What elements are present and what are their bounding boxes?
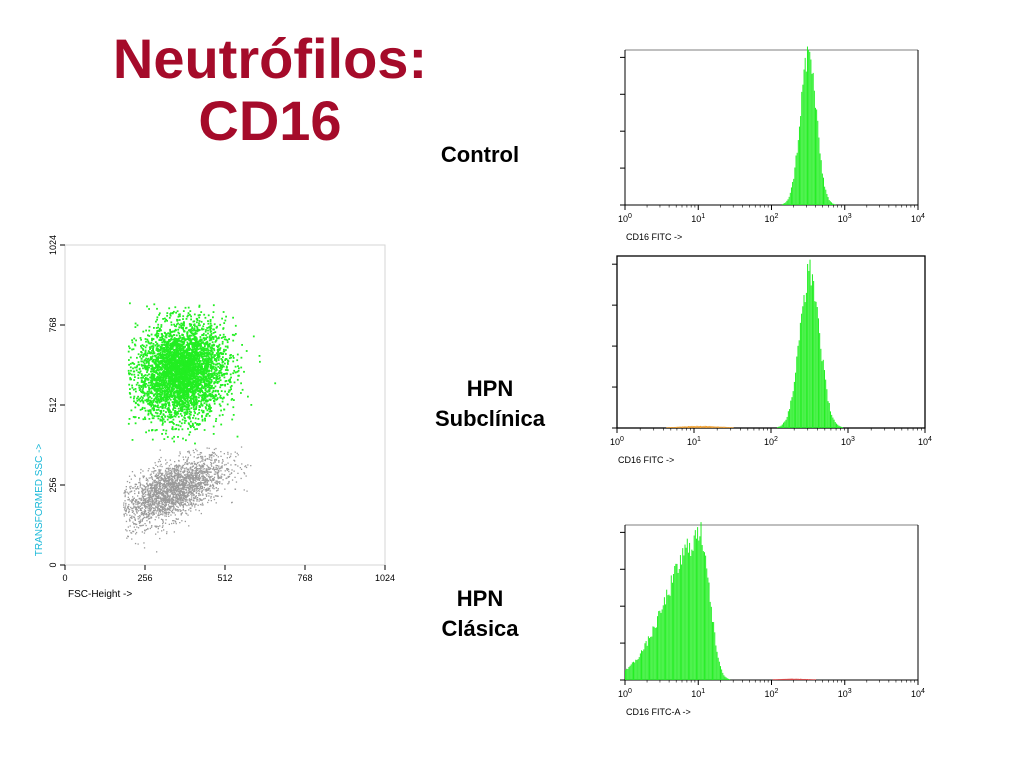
dot-plot-y-tick-label: 256 bbox=[48, 477, 58, 492]
dot-plot-y-tick-label: 1024 bbox=[48, 235, 58, 255]
histogram-hpn-clasica-x-axis-label: CD16 FITC-A -> bbox=[626, 707, 691, 717]
histogram-hpn-subclinica-x-tick-label: 101 bbox=[687, 436, 701, 447]
dot-plot-frame bbox=[64, 244, 386, 566]
dot-plot-x-tick-label: 256 bbox=[137, 573, 152, 583]
histogram-hpn-subclinica-x-axis-label: CD16 FITC -> bbox=[618, 455, 674, 465]
histogram-control-x-tick-label: 102 bbox=[765, 213, 779, 224]
dot-plot-y-tick-label: 768 bbox=[48, 317, 58, 332]
histogram-hpn-subclinica-series-1 bbox=[666, 425, 734, 428]
dot-plot-x-tick-label: 1024 bbox=[375, 573, 395, 583]
histogram-hpn-subclinica-x-tick-label: 103 bbox=[841, 436, 855, 447]
label-hpn-clasica: HPN Clásica bbox=[410, 584, 550, 644]
dot-plot: 0 256 512 768 1024 0 256 512 768 1024 FSC-Height -… bbox=[34, 235, 395, 600]
dot-plot-events bbox=[123, 302, 277, 553]
histogram-hpn-clasica-series-0 bbox=[625, 522, 731, 680]
histogram-hpn-subclinica: 100 101 102 103 104 CD16 FITC -> bbox=[610, 255, 932, 465]
label-control: Control bbox=[440, 142, 520, 167]
histogram-control-x-tick-label: 103 bbox=[838, 213, 852, 224]
histogram-hpn-subclinica-x-tick-label: 104 bbox=[918, 436, 932, 447]
dot-plot-y-tick-label: 512 bbox=[48, 397, 58, 412]
histogram-hpn-clasica: 100 101 102 103 104 CD16 FITC-A -> bbox=[618, 522, 925, 717]
histogram-hpn-clasica-x-tick-label: 100 bbox=[618, 688, 632, 699]
dot-plot-x-tick-label: 768 bbox=[297, 573, 312, 583]
histogram-hpn-clasica-x-tick-label: 102 bbox=[765, 688, 779, 699]
label-hpn-subclinica-line-2: Subclínica bbox=[434, 406, 546, 431]
histogram-hpn-clasica-x-tick-label: 101 bbox=[691, 688, 705, 699]
histogram-hpn-subclinica-frame bbox=[616, 255, 926, 429]
label-hpn-subclinica: HPN Subclínica bbox=[410, 374, 570, 434]
dot-plot-y-axis-label: TRANSFORMED SSC -> bbox=[34, 444, 45, 557]
label-hpn-subclinica-line-1: HPN bbox=[466, 376, 514, 401]
histogram-control-x-axis-label: CD16 FITC -> bbox=[626, 232, 682, 242]
title-line-2: CD16 bbox=[198, 89, 342, 152]
label-hpn-clasica-line-1: HPN bbox=[456, 586, 504, 611]
histogram-hpn-clasica-x-tick-label: 103 bbox=[838, 688, 852, 699]
histogram-control-x-tick-label: 100 bbox=[618, 213, 632, 224]
dot-plot-x-tick-label: 512 bbox=[217, 573, 232, 583]
histogram-hpn-subclinica-series-0 bbox=[777, 259, 844, 428]
histogram-hpn-subclinica-x-tick-label: 100 bbox=[610, 436, 624, 447]
dot-plot-x-tick-label: 0 bbox=[62, 573, 67, 583]
label-hpn-clasica-line-2: Clásica bbox=[441, 616, 519, 641]
population-other bbox=[123, 446, 252, 553]
histogram-hpn-clasica-series-1 bbox=[772, 678, 816, 680]
histogram-control-x-tick-label: 101 bbox=[691, 213, 705, 224]
histogram-hpn-clasica-x-tick-label: 104 bbox=[911, 688, 925, 699]
dot-plot-x-axis-label: FSC-Height -> bbox=[68, 589, 132, 600]
histogram-control-series-0 bbox=[781, 46, 836, 206]
dot-plot-y-tick-label: 0 bbox=[48, 562, 58, 567]
slide-title: Neutrófilos: CD16 bbox=[60, 28, 480, 152]
histogram-control-x-tick-label: 104 bbox=[911, 213, 925, 224]
title-line-1: Neutrófilos: bbox=[112, 27, 428, 90]
histogram-control: 100 101 102 103 104 CD16 FITC -> bbox=[618, 46, 925, 242]
histogram-hpn-subclinica-x-tick-label: 102 bbox=[764, 436, 778, 447]
population-neutrophils bbox=[127, 302, 277, 445]
